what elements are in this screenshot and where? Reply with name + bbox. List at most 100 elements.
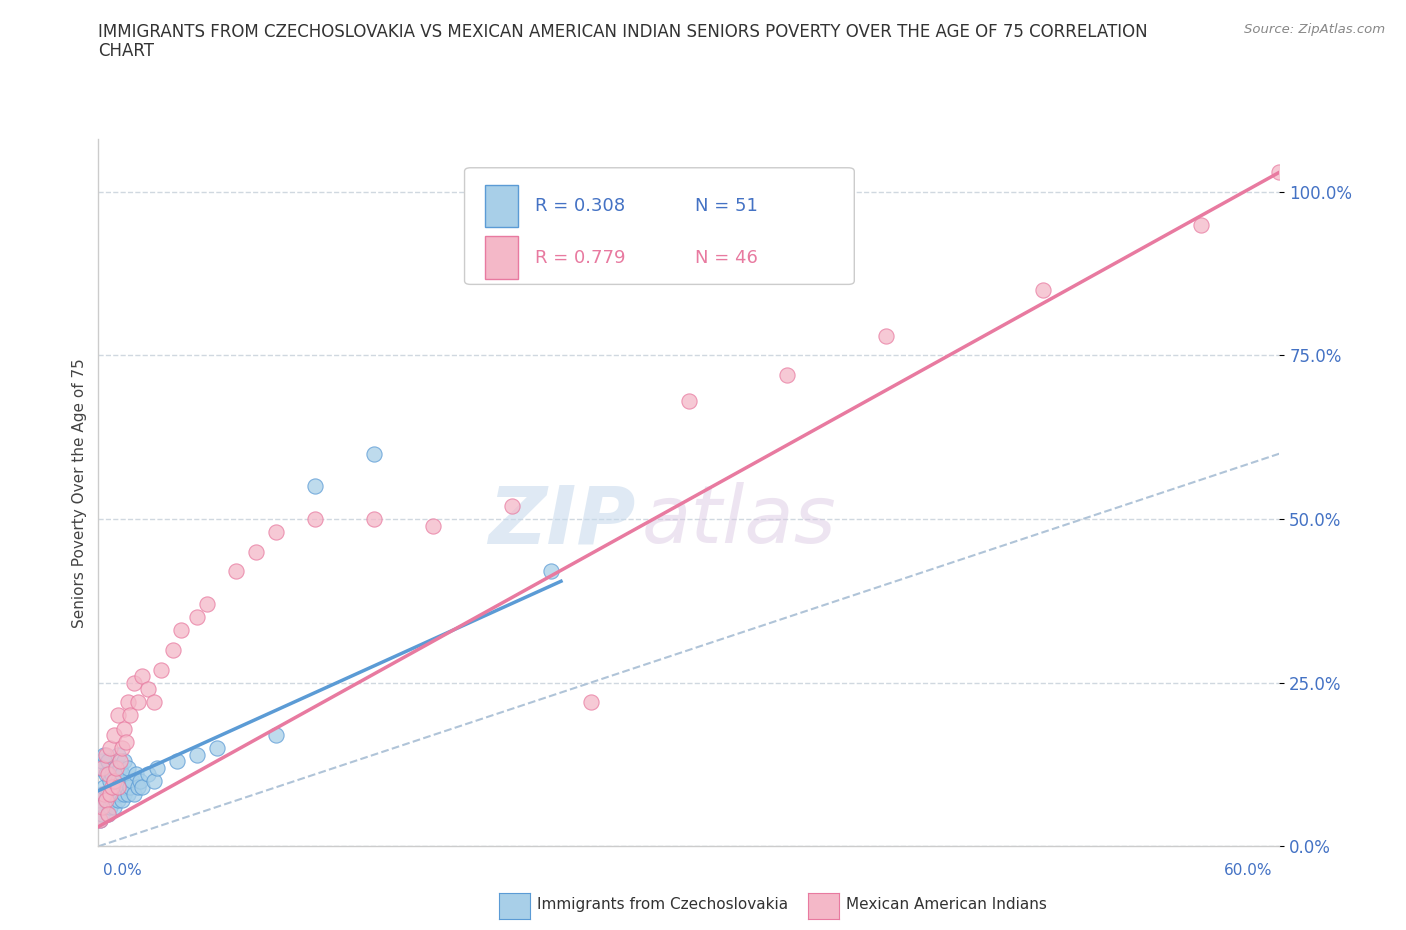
Text: N = 51: N = 51 (695, 197, 758, 215)
Point (422, 518, 444, 533)
Point (112, 787, 135, 802)
Text: N = 46: N = 46 (695, 248, 758, 267)
Point (103, 727, 125, 742)
Point (108, 761, 131, 776)
Point (131, 780, 153, 795)
Point (96, 767, 118, 782)
Point (103, 774, 125, 789)
Point (98, 774, 121, 789)
Point (98, 787, 121, 802)
Point (115, 780, 138, 795)
Point (1268, 165, 1291, 179)
Point (136, 682, 159, 697)
Text: 0.0%: 0.0% (103, 863, 142, 878)
Point (162, 643, 184, 658)
Point (111, 793, 134, 808)
Point (103, 774, 125, 789)
Point (96, 747, 118, 762)
Text: ZIP: ZIP (488, 482, 636, 560)
Point (91, 761, 114, 776)
Point (93, 787, 115, 802)
Point (1032, 283, 1054, 298)
Point (170, 623, 193, 638)
Text: atlas: atlas (641, 482, 837, 560)
Point (96, 793, 118, 808)
Point (122, 787, 145, 802)
Point (118, 708, 141, 723)
Point (97, 754, 120, 769)
Point (91, 787, 114, 802)
Point (98, 800, 121, 815)
Point (117, 787, 139, 802)
Point (89, 761, 111, 776)
Point (127, 695, 149, 710)
Point (142, 774, 165, 789)
Point (96, 793, 118, 808)
Point (98, 740, 121, 755)
Point (117, 695, 139, 710)
Point (579, 695, 602, 710)
Point (112, 754, 135, 769)
Point (91, 754, 114, 769)
Point (108, 754, 131, 769)
Point (501, 498, 523, 513)
Point (89, 793, 111, 808)
Text: 60.0%: 60.0% (1225, 863, 1272, 878)
Point (304, 479, 326, 494)
Point (111, 767, 134, 782)
Point (101, 793, 124, 808)
Point (97, 806, 120, 821)
Text: Immigrants from Czechoslovakia: Immigrants from Czechoslovakia (537, 897, 789, 912)
Point (107, 708, 129, 723)
Point (101, 780, 124, 795)
Point (93, 800, 115, 815)
Point (111, 740, 134, 755)
Point (186, 610, 208, 625)
Text: Source: ZipAtlas.com: Source: ZipAtlas.com (1244, 23, 1385, 36)
Point (363, 512, 385, 526)
Point (205, 740, 228, 755)
Point (146, 761, 169, 776)
Point (122, 675, 145, 690)
Point (678, 393, 700, 408)
FancyBboxPatch shape (485, 236, 517, 279)
Point (264, 525, 287, 539)
Y-axis label: Seniors Poverty Over the Age of 75: Seniors Poverty Over the Age of 75 (72, 358, 87, 628)
Point (115, 734, 138, 749)
Point (131, 669, 153, 684)
Point (540, 564, 562, 578)
Point (107, 780, 129, 795)
Point (304, 512, 326, 526)
Point (195, 597, 218, 612)
Point (127, 780, 149, 795)
Point (97, 767, 120, 782)
Point (150, 662, 173, 677)
Point (93, 780, 115, 795)
Point (103, 800, 125, 815)
Point (107, 747, 129, 762)
Point (93, 747, 115, 762)
Point (118, 780, 141, 795)
Point (91, 800, 114, 815)
Point (264, 727, 287, 742)
Point (186, 747, 208, 762)
Point (89, 813, 111, 828)
FancyBboxPatch shape (464, 167, 855, 285)
Text: R = 0.308: R = 0.308 (536, 197, 626, 215)
Point (107, 774, 129, 789)
Text: IMMIGRANTS FROM CZECHOSLOVAKIA VS MEXICAN AMERICAN INDIAN SENIORS POVERTY OVER T: IMMIGRANTS FROM CZECHOSLOVAKIA VS MEXICA… (98, 23, 1149, 41)
Point (105, 761, 128, 776)
Point (776, 367, 799, 382)
Point (112, 721, 135, 736)
Point (117, 761, 139, 776)
Point (363, 446, 385, 461)
Point (128, 774, 150, 789)
Point (1189, 217, 1212, 232)
Point (125, 767, 148, 782)
Text: Mexican American Indians: Mexican American Indians (846, 897, 1047, 912)
FancyBboxPatch shape (485, 185, 517, 227)
Point (108, 787, 131, 802)
Point (121, 774, 143, 789)
Point (91, 806, 114, 821)
Text: CHART: CHART (98, 42, 155, 60)
